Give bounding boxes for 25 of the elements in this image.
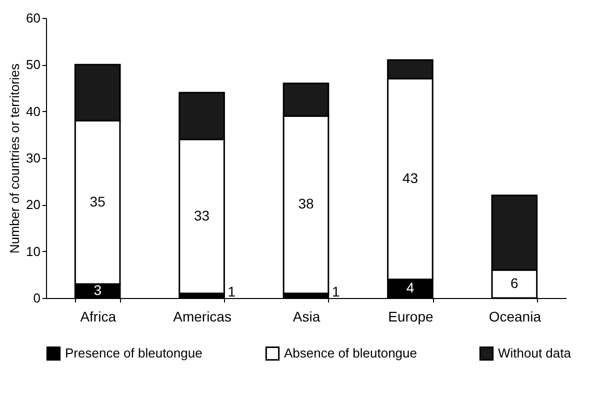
data-label: 1 [228, 284, 236, 300]
y-tick-label: 30 [26, 150, 40, 166]
data-label: 43 [402, 170, 418, 186]
x-tick-label: Americas [173, 308, 232, 324]
data-label: 4 [406, 280, 414, 296]
legend-label: Absence of bleutongue [284, 346, 417, 361]
y-tick-label: 0 [33, 290, 40, 306]
y-tick-label: 40 [26, 104, 40, 119]
y-axis-title: Number of countries or territories [7, 62, 22, 254]
x-tick-label: Oceania [488, 308, 542, 324]
y-tick-label: 50 [26, 57, 40, 72]
x-tick-label: Europe [388, 308, 434, 324]
legend-label: Presence of bleutongue [65, 346, 202, 361]
data-label: 35 [90, 193, 106, 210]
data-label: 38 [298, 196, 314, 212]
y-tick-label: 20 [26, 197, 40, 212]
data-label: 6 [510, 275, 519, 291]
y-tick-label: 60 [26, 10, 40, 26]
y-tick-label: 10 [26, 244, 40, 259]
data-label: 1 [332, 284, 340, 300]
x-tick-label: Africa [80, 308, 116, 324]
x-tick-label: Asia [292, 308, 320, 324]
data-label: 33 [194, 207, 210, 224]
legend-label: Without data [498, 346, 572, 361]
data-label: 3 [94, 282, 102, 298]
